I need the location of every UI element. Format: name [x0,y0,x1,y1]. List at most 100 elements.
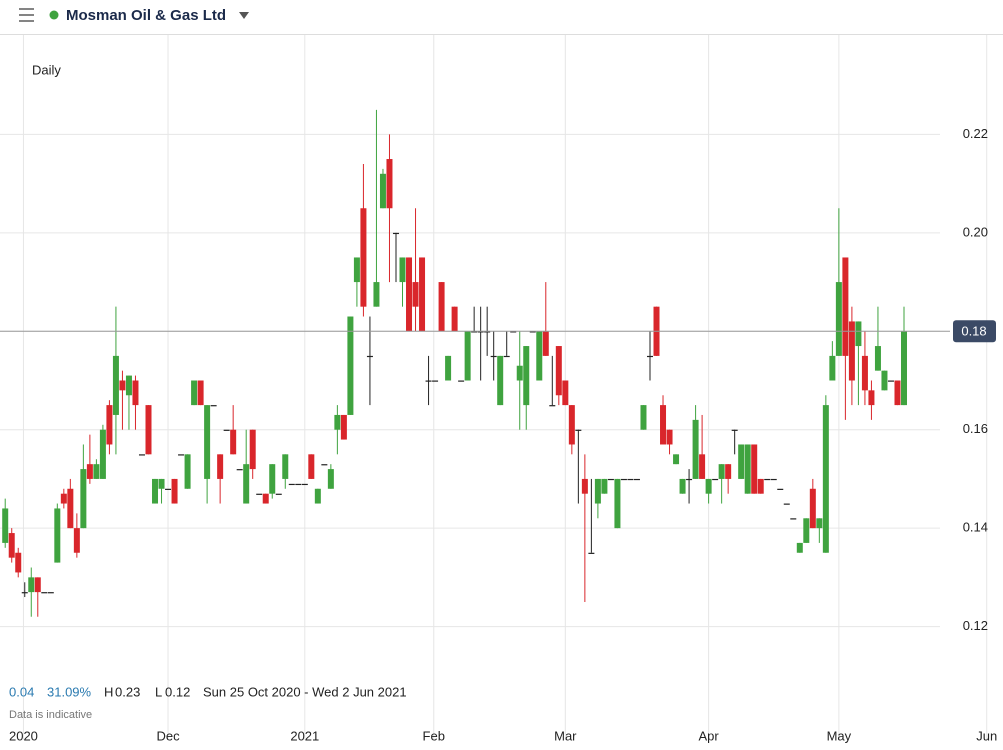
candle-body [230,429,237,455]
x-tick-label: Jun [976,728,997,743]
candle-body [803,518,810,543]
instrument-title[interactable]: Mosman Oil & Gas Ltd [66,7,226,24]
candle-body [881,370,888,391]
candle-body [523,346,530,406]
candle-body [484,331,491,333]
candle-body [249,429,256,470]
candle-body [432,380,439,382]
candle-body [412,282,419,307]
candle-body [301,483,308,486]
candle-body [217,454,224,479]
candle-body [165,488,172,490]
candles [2,109,908,617]
x-tick-label: Dec [156,728,180,743]
candle-body [887,380,894,382]
candle-body [790,518,797,520]
candle-body [73,528,80,553]
candle-body [386,159,393,209]
candle-body [549,405,556,407]
candle-body [399,257,406,283]
candle-body [243,464,250,504]
candle-body [471,331,478,333]
x-tick-label: May [827,728,852,743]
candle-body [334,414,341,430]
candle-body [60,493,67,504]
candle-body [633,478,640,481]
candle-body [816,518,823,529]
dropdown-caret[interactable] [239,12,249,19]
candle-body [744,444,751,494]
interval-label: Daily [32,62,61,77]
candle-body [152,478,159,504]
candle-body [835,282,842,356]
candle-body [93,464,100,479]
candle-body [275,493,282,495]
candle-body [438,282,445,332]
candle-body [21,592,28,594]
high-label: H [104,684,113,699]
candle-body [125,375,132,396]
candle-body [855,321,862,347]
candle-body [314,488,321,504]
candle-body [692,419,699,479]
candle-body [764,478,771,481]
candle-body [321,464,328,466]
candle-body [510,331,517,333]
candle-body [373,282,380,307]
menu-icon[interactable] [19,8,34,22]
candle-body [503,355,510,358]
candle-body [901,331,908,406]
candle-body [282,454,289,479]
candle-body [158,478,165,489]
candle-body [614,478,621,529]
candle-body [705,478,712,494]
top-bar [0,0,1003,34]
candle-body [47,592,54,594]
low: 0.12 [165,684,190,699]
candle-body [288,483,295,486]
candle-body [751,444,758,494]
status-dot [49,10,59,20]
candle-body [392,232,399,235]
candle-body [86,464,93,479]
candle-body [340,414,347,440]
candle-body [686,478,693,481]
candle-body [184,454,191,489]
candle-body [555,346,562,396]
candle-body [718,464,725,479]
candle-body [783,503,790,505]
candle-body [347,316,354,415]
candle-body [601,478,608,494]
candle-body [80,469,87,529]
change-pct: 31.09% [47,684,92,699]
candle-body [627,478,634,481]
candle-body [132,380,139,406]
candle-body [28,577,35,593]
candle-body [516,365,523,381]
x-tick-label: Feb [423,728,445,743]
candle-body [256,493,263,495]
candle-body [379,173,386,209]
candle-body [204,405,211,479]
y-tick-label: 0.16 [963,421,988,436]
candle-body [842,257,849,356]
candle-body [725,464,732,479]
candle-body [529,331,536,333]
candle-body [712,478,719,481]
candle-body [425,380,432,382]
candle-body [223,429,230,431]
candle-body [366,355,373,358]
candle-body [451,306,458,332]
candle-body [360,208,367,307]
candle-body [295,483,302,486]
candle-body [458,380,465,382]
candle-body [640,405,647,430]
candle-body [660,405,667,445]
candle-body [568,405,575,445]
candle-body [894,380,901,406]
candle-body [777,488,784,490]
y-tick-label: 0.20 [963,224,988,239]
candle-body [607,478,614,481]
disclaimer: Data is indicative [9,709,92,721]
